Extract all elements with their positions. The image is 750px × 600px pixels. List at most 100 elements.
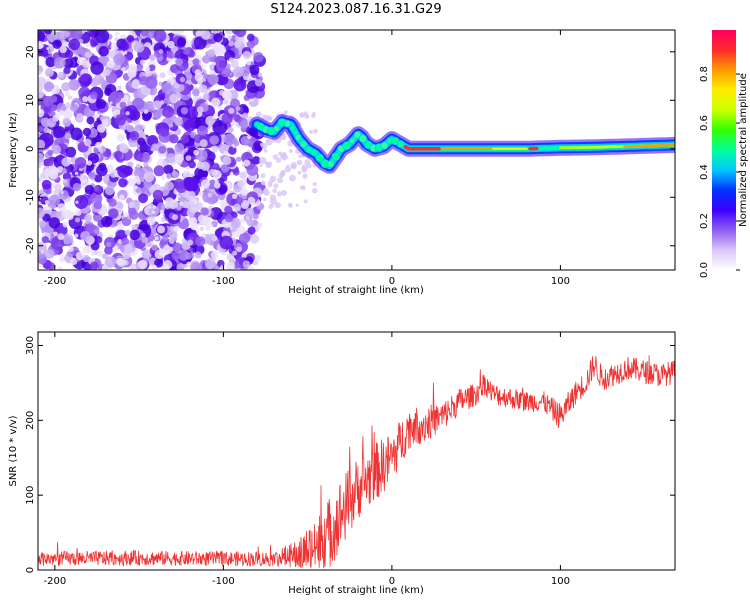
heatmap-ridge-peak bbox=[273, 125, 280, 133]
heatmap-cell bbox=[223, 150, 229, 156]
heatmap-cell bbox=[162, 259, 173, 270]
heatmap-cell bbox=[138, 193, 148, 204]
heatmap-cell bbox=[48, 194, 61, 206]
heatmap-cell bbox=[205, 225, 211, 231]
heatmap-cell bbox=[263, 187, 269, 193]
heatmap-cell bbox=[225, 30, 233, 35]
heatmap-cell bbox=[139, 59, 146, 65]
heatmap-cell bbox=[182, 170, 188, 175]
heatmap-cell bbox=[98, 45, 109, 57]
heatmap-cell bbox=[44, 249, 55, 259]
heatmap-cell bbox=[131, 224, 135, 229]
heatmap-cell bbox=[176, 37, 187, 47]
page-title: S124.2023.087.16.31.G29 bbox=[270, 2, 442, 17]
heatmap-cell bbox=[211, 162, 220, 172]
snr-series-line bbox=[38, 355, 675, 569]
heatmap-cell bbox=[234, 40, 242, 48]
heatmap-cell bbox=[119, 41, 130, 51]
heatmap-cell bbox=[38, 263, 42, 269]
heatmap-cell bbox=[268, 183, 273, 188]
heatmap-cell bbox=[245, 215, 251, 221]
heatmap-cell bbox=[133, 185, 138, 190]
heatmap-cell bbox=[164, 181, 174, 191]
heatmap-cell bbox=[246, 60, 252, 66]
heatmap-cell bbox=[147, 135, 159, 147]
heatmap-cell bbox=[296, 159, 303, 166]
heatmap-cell bbox=[252, 213, 259, 220]
heatmap-cell bbox=[210, 97, 221, 108]
heatmap-cell bbox=[232, 250, 238, 256]
heatmap-cell bbox=[245, 207, 255, 217]
heatmap-ridge-peak bbox=[326, 160, 335, 169]
heatmap-cell bbox=[40, 250, 44, 254]
heatmap-cell bbox=[110, 156, 114, 161]
heatmap-cell bbox=[166, 173, 172, 179]
heatmap-cell bbox=[62, 118, 72, 127]
heatmap-cell bbox=[268, 161, 272, 166]
heatmap-cell bbox=[146, 242, 152, 248]
heatmap-cell bbox=[129, 130, 140, 141]
heatmap-cell bbox=[182, 200, 190, 209]
heatmap-cell bbox=[201, 232, 206, 238]
heatmap-cell bbox=[136, 63, 144, 71]
heatmap-cell bbox=[126, 125, 134, 133]
heatmap-cell bbox=[147, 32, 154, 38]
heatmap-cell bbox=[188, 160, 196, 169]
heatmap-cell bbox=[94, 184, 102, 193]
heatmap-cell bbox=[74, 157, 87, 169]
heatmap-cell bbox=[284, 165, 292, 173]
x-tick-label: -100 bbox=[212, 276, 235, 287]
heatmap-cell bbox=[94, 236, 103, 244]
heatmap-cell bbox=[274, 202, 281, 209]
heatmap-cell bbox=[243, 159, 251, 167]
heatmap-cell bbox=[198, 84, 208, 94]
heatmap-cell bbox=[189, 204, 199, 214]
heatmap-cell bbox=[189, 212, 195, 218]
heatmap-cell bbox=[222, 90, 232, 101]
heatmap-cell bbox=[227, 146, 237, 155]
heatmap-cell bbox=[50, 88, 57, 94]
heatmap-cell bbox=[190, 222, 199, 231]
heatmap-cell bbox=[55, 211, 62, 218]
heatmap-cell bbox=[141, 233, 146, 238]
heatmap-cell bbox=[312, 182, 317, 187]
heatmap-cell bbox=[193, 149, 200, 156]
heatmap-cell bbox=[249, 64, 260, 76]
heatmap-cell bbox=[74, 233, 79, 238]
heatmap-cell bbox=[79, 175, 88, 184]
heatmap-cell bbox=[93, 200, 103, 210]
heatmap-cell bbox=[211, 257, 216, 263]
heatmap-cell bbox=[76, 58, 83, 65]
heatmap-cell bbox=[57, 266, 63, 270]
heatmap-cell bbox=[199, 139, 208, 148]
heatmap-cell bbox=[136, 263, 141, 267]
heatmap-cell bbox=[53, 56, 66, 69]
heatmap-ridge-peak bbox=[294, 133, 302, 141]
heatmap-cell bbox=[153, 165, 165, 177]
heatmap-cell bbox=[108, 198, 117, 207]
heatmap-cell bbox=[280, 189, 288, 196]
heatmap-cell bbox=[68, 210, 75, 218]
heatmap-cell bbox=[62, 233, 74, 245]
heatmap-cell bbox=[137, 137, 146, 146]
heatmap-cell bbox=[223, 133, 236, 146]
heatmap-cell bbox=[154, 236, 159, 241]
heatmap-cell bbox=[120, 50, 124, 54]
heatmap-cell bbox=[43, 81, 55, 92]
heatmap-cell bbox=[239, 218, 245, 224]
heatmap-cell bbox=[79, 73, 93, 86]
heatmap-cell bbox=[228, 57, 235, 63]
heatmap-cell bbox=[84, 214, 92, 222]
heatmap-cell bbox=[313, 128, 318, 134]
heatmap-cell bbox=[38, 30, 46, 44]
heatmap-cell bbox=[72, 182, 82, 192]
heatmap-cell bbox=[133, 41, 145, 53]
heatmap-cell bbox=[312, 188, 318, 194]
heatmap-cell bbox=[234, 30, 247, 38]
heatmap-cell bbox=[62, 179, 68, 184]
heatmap-cell bbox=[185, 190, 196, 201]
heatmap-cell bbox=[257, 72, 263, 77]
heatmap-cell bbox=[265, 138, 273, 146]
heatmap-cell bbox=[83, 138, 92, 147]
heatmap-cell bbox=[209, 223, 213, 227]
